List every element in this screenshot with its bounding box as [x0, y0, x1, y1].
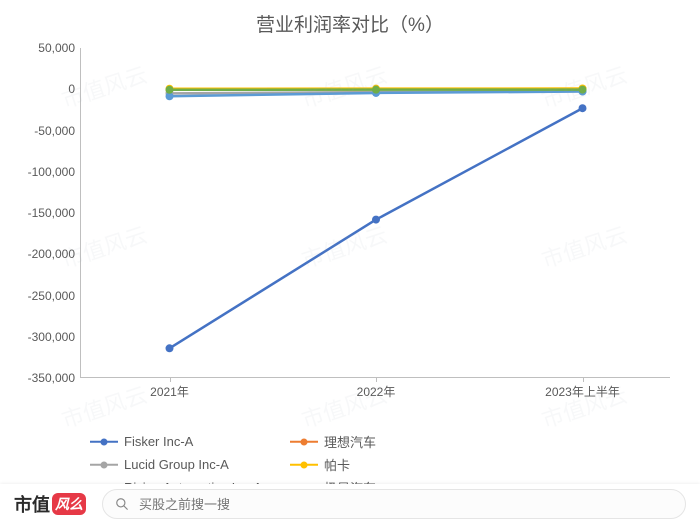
y-tick-label: -200,000	[28, 247, 81, 261]
legend-label: Fisker Inc-A	[124, 434, 193, 449]
x-tick-label: 2022年	[357, 377, 396, 400]
footer-bar: 市值 风么	[0, 484, 700, 524]
legend-swatch-icon	[290, 460, 318, 470]
x-tick-label: 2021年	[150, 377, 189, 400]
search-input[interactable]	[137, 496, 673, 513]
chart-container: 营业利润率对比（%） 50,0000-50,000-100,000-150,00…	[0, 0, 700, 484]
legend-item: Fisker Inc-A	[90, 432, 290, 451]
y-tick-label: -100,000	[28, 165, 81, 179]
series-line	[376, 92, 583, 93]
y-tick-label: -150,000	[28, 206, 81, 220]
legend-item: 帕卡	[290, 455, 490, 474]
legend-label: 理想汽车	[324, 432, 376, 451]
legend-swatch-icon	[90, 460, 118, 470]
legend-label: 帕卡	[324, 455, 350, 474]
legend-swatch-icon	[90, 437, 118, 447]
y-tick-label: -350,000	[28, 371, 81, 385]
series-point	[372, 216, 380, 224]
legend-swatch-icon	[290, 437, 318, 447]
legend-item: 理想汽车	[290, 432, 490, 451]
plot-svg	[81, 48, 671, 378]
search-icon	[115, 497, 129, 511]
y-tick-label: 50,000	[38, 41, 81, 55]
series-line	[170, 220, 377, 349]
brand: 市值 风么	[0, 491, 102, 517]
x-tick-label: 2023年上半年	[545, 377, 620, 400]
series-point	[372, 86, 380, 94]
chart-title: 营业利润率对比（%）	[0, 10, 700, 37]
series-line	[376, 108, 583, 219]
legend-label: Lucid Group Inc-A	[124, 457, 229, 472]
search-box[interactable]	[102, 489, 686, 519]
brand-text-left: 市值	[14, 491, 50, 517]
plot-area: 50,0000-50,000-100,000-150,000-200,000-2…	[80, 48, 670, 378]
y-tick-label: -300,000	[28, 330, 81, 344]
series-point	[166, 86, 174, 94]
legend-item: Lucid Group Inc-A	[90, 455, 290, 474]
y-tick-label: -250,000	[28, 289, 81, 303]
series-point	[579, 104, 587, 112]
series-point	[166, 344, 174, 352]
y-tick-label: 0	[68, 82, 81, 96]
brand-badge: 风么	[52, 493, 86, 515]
series-point	[579, 86, 587, 94]
y-tick-label: -50,000	[34, 124, 81, 138]
watermark-text: 市值风云	[57, 377, 151, 435]
